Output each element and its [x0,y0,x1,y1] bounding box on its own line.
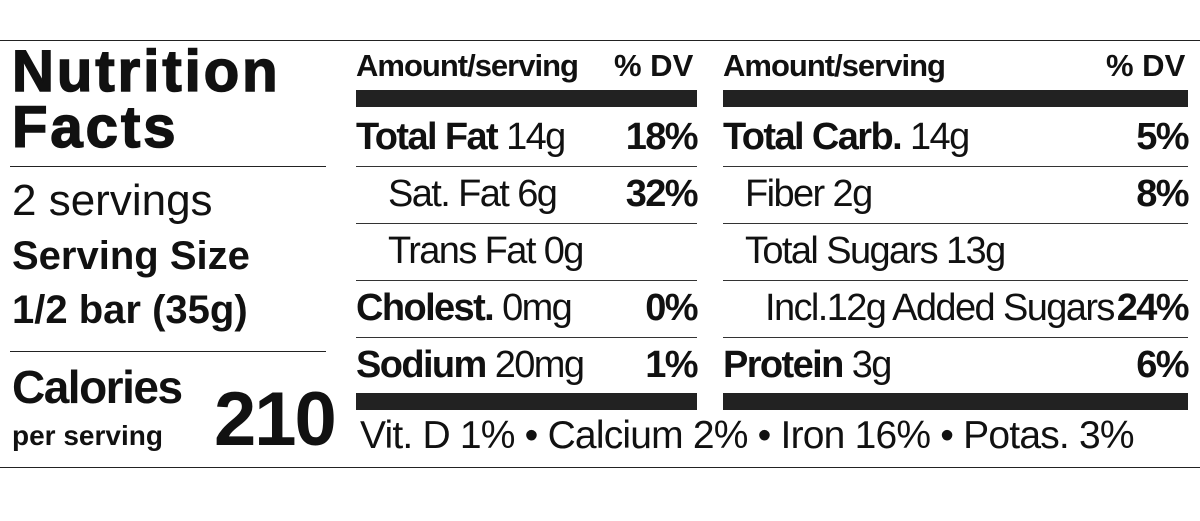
thick-bar [723,90,1188,107]
nutrient: Sat. Fat 6g [356,173,558,216]
nutrient-dv: 32% [625,173,699,215]
nutrient-name: Protein [723,344,844,386]
nutrient-name: Total Sugars [745,230,939,272]
nutrient-amount: 0g [543,230,585,272]
nutrient-name: Incl.12g Added Sugars [765,287,1115,329]
nutrient-row: Protein 3g 6% [723,337,1190,394]
bottom-border [0,467,1200,468]
nutrient-name: Sodium [356,344,487,386]
nutrient-name: Total Carb. [723,116,903,158]
nutrient: Sodium 20mg [356,344,585,387]
nutrient-name: Fiber [745,173,825,215]
nutrient: Cholest. 0mg [356,287,573,330]
divider [10,351,326,352]
calories-sub: per serving [12,420,163,451]
nutrient: Total Sugars 13g [723,230,1006,273]
nutrient-dv: 0% [645,287,698,329]
calories-label: Calories [12,361,183,413]
nutrient-name: Sat. Fat [388,173,510,215]
nutrient-row: Cholest. 0mg 0% [356,280,699,338]
dv-header: % DV [614,48,694,83]
nutrient: Trans Fat 0g [356,230,585,273]
nutrient-row: Fiber 2g 8% [723,166,1190,224]
nutrient: Incl.12g Added Sugars [723,287,1115,330]
divider [10,166,326,167]
serving-size: 1/2 bar (35g) [12,288,248,332]
nutrient-dv: 1% [645,344,698,386]
nutrient-row: Incl.12g Added Sugars 24% [723,280,1190,338]
nutrient: Fiber 2g [723,173,874,216]
serving-size-label: Serving Size [12,234,250,278]
nutrient-name: Trans Fat [388,230,536,272]
nutrient-name: Cholest. [356,287,495,329]
thick-bar [723,393,1188,410]
title: Nutrition Facts [11,39,281,160]
nutrient: Protein 3g [723,344,893,387]
nutrient-row: Total Fat 14g 18% [356,109,699,167]
nutrient-row: Total Carb. 14g 5% [723,109,1190,167]
servings: 2 servings [12,176,213,225]
nutrient: Total Carb. 14g [723,116,970,159]
nutrient-amount: 14g [910,116,970,158]
nutrient-dv: 6% [1136,344,1189,386]
calories-value: 210 [214,377,337,462]
nutrient-dv: 5% [1136,116,1189,158]
nutrient-amount: 20mg [494,344,585,386]
nutrient-dv: 18% [625,116,699,158]
top-border [0,40,1200,41]
footnote: Vit. D 1% • Calcium 2% • Iron 16% • Pota… [360,414,1135,457]
nutrient-dv: 8% [1136,173,1189,215]
nutrient-dv: 24% [1116,287,1190,329]
nutrient-row: Trans Fat 0g [356,223,697,281]
nutrient-amount: 14g [506,116,566,158]
nutrient-row: Sat. Fat 6g 32% [356,166,699,224]
nutrient-row: Sodium 20mg 1% [356,337,699,394]
nutrient-row: Total Sugars 13g [723,223,1188,281]
nutrient-amount: 13g [946,230,1006,272]
nutrient: Total Fat 14g [356,116,566,159]
nutrient-amount: 3g [851,344,893,386]
amount-header: Amount/serving [723,48,946,83]
thick-bar [356,90,697,107]
amount-header: Amount/serving [356,48,579,83]
nutrient-amount: 2g [832,173,874,215]
nutrient-name: Total Fat [356,116,499,158]
nutrient-amount: 0mg [502,287,573,329]
thick-bar [356,393,697,410]
dv-header: % DV [1106,48,1186,83]
nutrient-amount: 6g [517,173,558,215]
